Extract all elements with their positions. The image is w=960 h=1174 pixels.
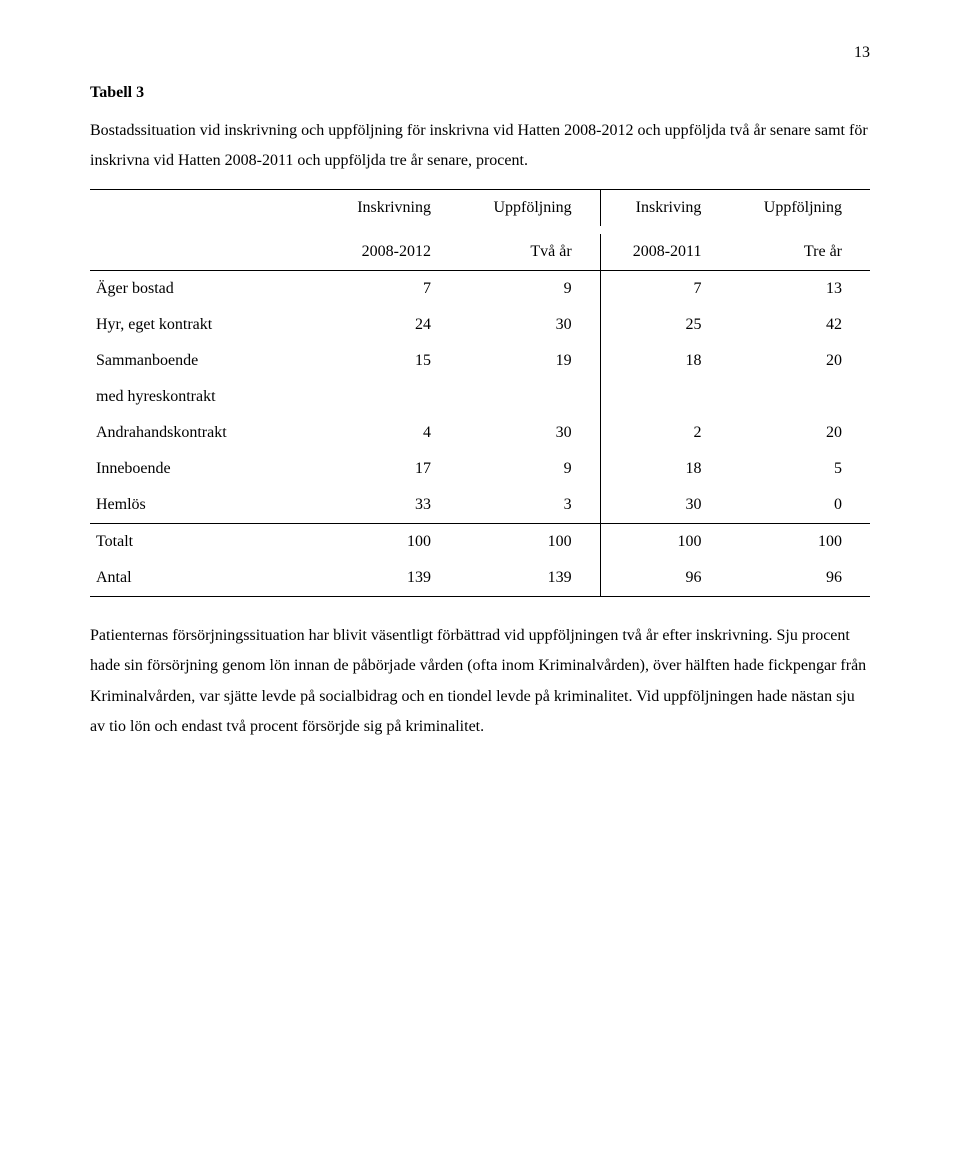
table-row: Hyr, eget kontrakt24302542 (90, 307, 870, 343)
row-cell: 13 (729, 270, 870, 307)
row-label: Hyr, eget kontrakt (90, 307, 324, 343)
row-cell: 17 (324, 451, 459, 487)
row-label: Hemlös (90, 487, 324, 524)
row-cell: 7 (324, 270, 459, 307)
table-row: Sammanboende15191820 (90, 343, 870, 379)
antal-row: Antal 139 139 96 96 (90, 560, 870, 597)
table-row: Äger bostad79713 (90, 270, 870, 307)
row-cell: 3 (459, 487, 600, 524)
table-body: Äger bostad79713Hyr, eget kontrakt243025… (90, 270, 870, 523)
header2-c1: 2008-2012 (324, 234, 459, 271)
header1-c2: Uppföljning (459, 189, 600, 226)
total-c2: 100 (459, 523, 600, 560)
row-cell: 30 (600, 487, 729, 524)
row-cell: 7 (600, 270, 729, 307)
data-table: Inskrivning Uppföljning Inskriving Uppfö… (90, 189, 870, 597)
row-cell: 5 (729, 451, 870, 487)
row-cell: 30 (459, 415, 600, 451)
row-cell: 25 (600, 307, 729, 343)
table-row: Hemlös333300 (90, 487, 870, 524)
total-c4: 100 (729, 523, 870, 560)
row-cell: 19 (459, 343, 600, 379)
row-cell: 9 (459, 451, 600, 487)
row-cell: 20 (729, 415, 870, 451)
row-label: Inneboende (90, 451, 324, 487)
header1-c1: Inskrivning (324, 189, 459, 226)
table-row: med hyreskontrakt (90, 379, 870, 415)
total-label: Totalt (90, 523, 324, 560)
row-cell: 15 (324, 343, 459, 379)
total-c3: 100 (600, 523, 729, 560)
page-number: 13 (854, 44, 870, 62)
header1-c4: Uppföljning (729, 189, 870, 226)
header-row-1: Inskrivning Uppföljning Inskriving Uppfö… (90, 189, 870, 226)
table-caption: Bostadssituation vid inskrivning och upp… (90, 116, 870, 177)
row-cell: 30 (459, 307, 600, 343)
total-c1: 100 (324, 523, 459, 560)
row-cell: 42 (729, 307, 870, 343)
row-cell: 18 (600, 343, 729, 379)
antal-c4: 96 (729, 560, 870, 597)
row-cell: 20 (729, 343, 870, 379)
table-label: Tabell 3 (90, 84, 870, 102)
row-cell (600, 379, 729, 415)
header2-c4: Tre år (729, 234, 870, 271)
antal-c2: 139 (459, 560, 600, 597)
total-row: Totalt 100 100 100 100 (90, 523, 870, 560)
row-cell: 2 (600, 415, 729, 451)
row-label: Äger bostad (90, 270, 324, 307)
header1-c3: Inskriving (600, 189, 729, 226)
header2-c2: Två år (459, 234, 600, 271)
antal-label: Antal (90, 560, 324, 597)
header-empty (90, 189, 324, 226)
row-label: Sammanboende (90, 343, 324, 379)
header2-c3: 2008-2011 (600, 234, 729, 271)
row-cell (324, 379, 459, 415)
antal-c3: 96 (600, 560, 729, 597)
row-cell: 24 (324, 307, 459, 343)
row-cell: 4 (324, 415, 459, 451)
row-cell: 9 (459, 270, 600, 307)
row-cell: 0 (729, 487, 870, 524)
table-row: Inneboende179185 (90, 451, 870, 487)
header-row-2: 2008-2012 Två år 2008-2011 Tre år (90, 234, 870, 271)
row-cell (729, 379, 870, 415)
row-cell: 18 (600, 451, 729, 487)
row-cell: 33 (324, 487, 459, 524)
row-label: Andrahandskontrakt (90, 415, 324, 451)
antal-c1: 139 (324, 560, 459, 597)
header2-empty (90, 234, 324, 271)
row-label: med hyreskontrakt (90, 379, 324, 415)
row-cell (459, 379, 600, 415)
table-row: Andrahandskontrakt430220 (90, 415, 870, 451)
body-paragraph: Patienternas försörjningssituation har b… (90, 621, 870, 743)
